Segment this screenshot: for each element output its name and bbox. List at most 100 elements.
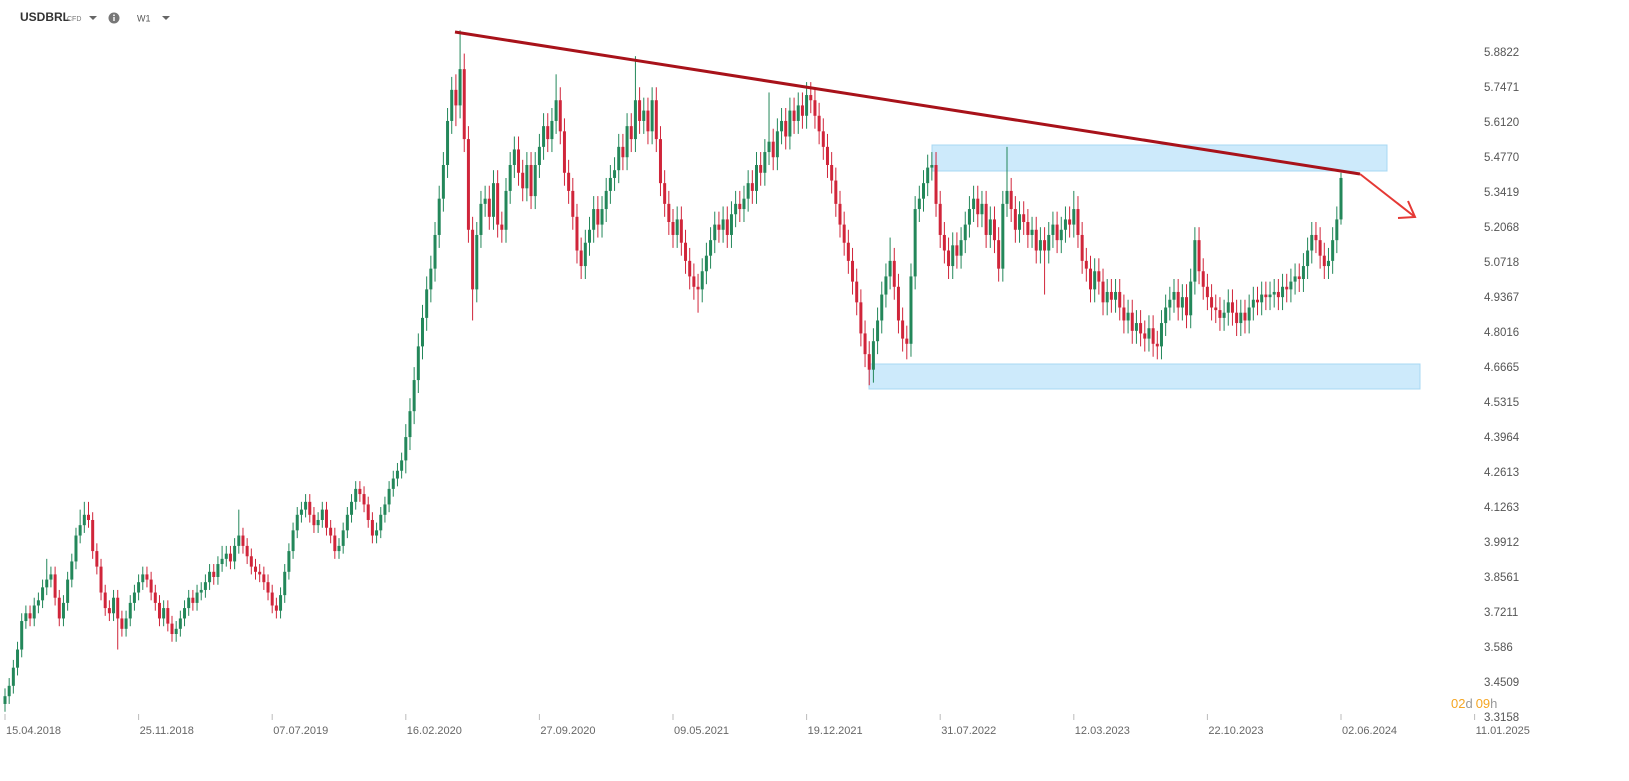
timeframe-dropdown[interactable]	[162, 16, 170, 20]
candle-body	[1147, 328, 1151, 339]
candle-body	[1134, 323, 1138, 331]
candle-body	[800, 105, 804, 116]
candle-body	[1260, 294, 1264, 303]
candle-body	[788, 110, 792, 137]
x-tick-label: 27.09.2020	[540, 725, 595, 737]
support-zone	[868, 363, 1421, 390]
candle-body	[120, 618, 124, 629]
candle-body	[128, 602, 132, 619]
y-tick-label: 4.6665	[1484, 362, 1519, 374]
candle-body	[124, 618, 128, 629]
candle-body	[976, 198, 980, 215]
y-tick-label: 4.8016	[1484, 327, 1519, 339]
candle-body	[504, 190, 508, 230]
candle-body	[930, 165, 934, 168]
candle-body	[867, 354, 871, 370]
x-tick-label: 12.03.2023	[1075, 725, 1130, 737]
candle-body	[667, 203, 671, 223]
candle-body	[358, 488, 362, 495]
candle-body	[721, 219, 725, 230]
candle-body	[696, 286, 700, 290]
candle-body	[521, 172, 525, 189]
y-tick-label: 5.4770	[1484, 152, 1519, 164]
candle-body	[842, 224, 846, 243]
candle-body	[592, 209, 596, 230]
timeframe[interactable]: W1	[137, 13, 151, 23]
candle-body	[279, 595, 283, 611]
candle-body	[203, 582, 207, 590]
y-tick-label: 5.2068	[1484, 222, 1519, 234]
candle-body	[500, 224, 504, 230]
y-tick-label: 4.2613	[1484, 467, 1519, 479]
x-tick-label: 15.04.2018	[6, 725, 61, 737]
symbol-dropdown[interactable]	[89, 16, 97, 20]
candle-body	[951, 245, 955, 267]
candle-body	[917, 198, 921, 210]
candle-body	[633, 100, 637, 140]
candle-body	[638, 100, 642, 121]
candle-body	[49, 574, 53, 580]
candle-body	[433, 234, 437, 269]
candle-body	[1126, 312, 1130, 321]
x-tick-label: 09.05.2021	[674, 725, 729, 737]
candle-body	[475, 234, 479, 290]
candle-body	[375, 530, 379, 536]
candle-body	[1256, 299, 1259, 303]
candle-body	[771, 141, 775, 158]
candle-body	[1130, 312, 1134, 331]
x-tick-label: 31.07.2022	[941, 725, 996, 737]
candle-body	[7, 685, 11, 697]
x-tick-label: 02.06.2024	[1342, 725, 1397, 737]
candle-body	[1289, 281, 1293, 290]
candle-body	[1335, 219, 1339, 241]
candle-body	[508, 165, 512, 191]
candle-body	[1293, 276, 1297, 282]
candle-body	[967, 209, 971, 225]
candle-body	[74, 535, 78, 562]
candle-body	[679, 219, 683, 243]
candle-body	[174, 628, 178, 634]
candle-body	[178, 618, 182, 629]
candle-body	[1185, 297, 1189, 316]
candle-body	[1047, 234, 1051, 251]
candle-body	[1172, 291, 1176, 300]
candle-body	[416, 346, 420, 381]
candle-body	[16, 649, 20, 668]
y-tick-label: 4.5315	[1484, 397, 1519, 409]
candles	[3, 30, 1343, 712]
candle-body	[583, 242, 587, 267]
candle-body	[262, 574, 266, 583]
candle-body	[391, 478, 395, 489]
candle-body	[487, 198, 491, 217]
candle-body	[299, 509, 303, 515]
y-tick-label: 3.7211	[1484, 607, 1518, 619]
candle-body	[287, 551, 291, 572]
candle-body	[400, 460, 404, 471]
candle-body	[980, 203, 984, 215]
y-tick-label: 5.7471	[1484, 82, 1519, 94]
candle-body	[1084, 260, 1088, 269]
candle-body	[775, 131, 779, 158]
candle-body	[216, 564, 220, 577]
arrow-head	[1397, 200, 1417, 219]
candle-body	[446, 120, 450, 166]
candle-body	[295, 514, 299, 531]
candle-body	[425, 289, 429, 318]
candle-body	[1251, 299, 1255, 308]
candle-body	[642, 110, 646, 121]
candle-body	[137, 582, 141, 593]
candle-body	[1093, 271, 1097, 290]
candle-body	[496, 183, 500, 225]
candle-body	[1089, 268, 1092, 290]
candle-body	[183, 608, 187, 619]
symbol[interactable]: USDBRL	[20, 10, 70, 24]
candle-body	[1235, 312, 1239, 324]
candle-body	[191, 597, 195, 603]
candle-body	[1109, 291, 1113, 300]
candle-body	[529, 165, 533, 197]
candle-body	[228, 553, 232, 562]
candle-body	[1055, 224, 1059, 241]
candle-body	[354, 488, 358, 502]
candle-body	[805, 95, 809, 116]
candle-body	[880, 294, 884, 321]
